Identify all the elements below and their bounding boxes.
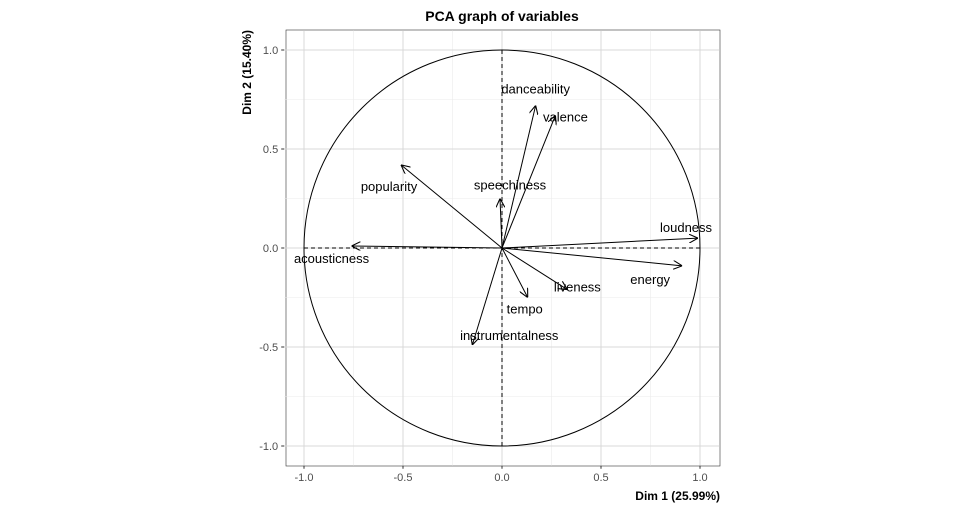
chart-title: PCA graph of variables xyxy=(425,8,579,24)
arrow-popularity xyxy=(401,165,503,249)
correlation-circle xyxy=(303,49,701,447)
label-energy: energy xyxy=(630,272,670,287)
variable-arrows xyxy=(352,105,699,345)
label-acousticness: acousticness xyxy=(294,251,370,266)
arrow-energy xyxy=(501,247,682,266)
label-valence: valence xyxy=(543,109,588,124)
y-tick-label: 0.5 xyxy=(263,144,278,156)
label-liveness: liveness xyxy=(554,280,601,295)
arrow-speechiness xyxy=(500,199,502,249)
arrow-valence xyxy=(501,115,555,249)
arrow-acousticness xyxy=(352,246,503,248)
arrow-liveness xyxy=(501,247,567,290)
arrow-loudness xyxy=(501,238,698,249)
x-axis-title: Dim 1 (25.99%) xyxy=(635,489,720,503)
variable-labels: danceability valence popularity speechiness… xyxy=(294,81,713,343)
y-tick-label: 1.0 xyxy=(263,45,278,57)
x-tick-label: -1.0 xyxy=(295,472,314,484)
label-danceability: danceability xyxy=(501,81,570,96)
label-instrumentalness: instrumentalness xyxy=(460,328,559,343)
y-tick-label: -1.0 xyxy=(259,441,278,453)
x-tick-label: 1.0 xyxy=(692,472,707,484)
label-popularity: popularity xyxy=(361,179,418,194)
x-tick-label: 0.5 xyxy=(593,472,608,484)
label-loudness: loudness xyxy=(660,220,713,235)
x-tick-label: -0.5 xyxy=(394,472,413,484)
label-tempo: tempo xyxy=(507,302,543,317)
label-speechiness: speechiness xyxy=(474,178,547,193)
arrow-danceability xyxy=(501,105,536,249)
y-tick-label: -0.5 xyxy=(259,342,278,354)
y-tick-label: 0.0 xyxy=(263,243,278,255)
arrow-tempo xyxy=(501,247,528,298)
x-tick-label: 0.0 xyxy=(494,472,509,484)
y-axis-title: Dim 2 (15.40%) xyxy=(240,30,254,115)
axis-ticks: -1.0 -0.5 0.0 0.5 1.0 -1.0 -0.5 0.0 0.5 1.0 xyxy=(259,45,707,484)
arrow-instrumentalness xyxy=(472,247,503,345)
